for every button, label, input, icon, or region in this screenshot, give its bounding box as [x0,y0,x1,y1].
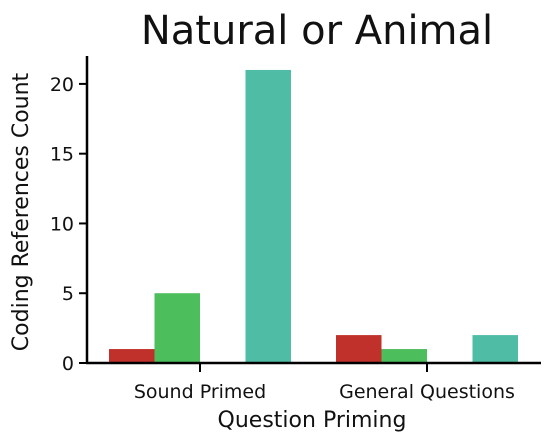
bar-1-series-2 [154,293,200,363]
y-tick-label: 20 [50,74,74,96]
bar-1-series-1 [109,349,155,363]
y-tick-label: 10 [50,213,74,235]
bars-group [109,69,518,364]
y-tick-label: 0 [62,353,74,375]
bar-2-series-4 [472,335,518,363]
y-tick-label: 5 [62,283,74,305]
y-tick-label: 15 [50,144,74,166]
bar-2-series-1 [336,335,382,363]
chart-title: Natural or Animal [141,8,493,54]
axes-group: 0 5 10 15 20 Sound Primed General Questions [50,56,541,403]
x-axis-label: Question Priming [218,408,407,433]
bar-1-series-4 [245,69,291,364]
x-tick-label: Sound Primed [134,381,266,403]
y-axis-label: Coding References Count [9,72,34,351]
x-tick-label: General Questions [339,381,515,403]
bar-2-series-2 [381,349,427,363]
